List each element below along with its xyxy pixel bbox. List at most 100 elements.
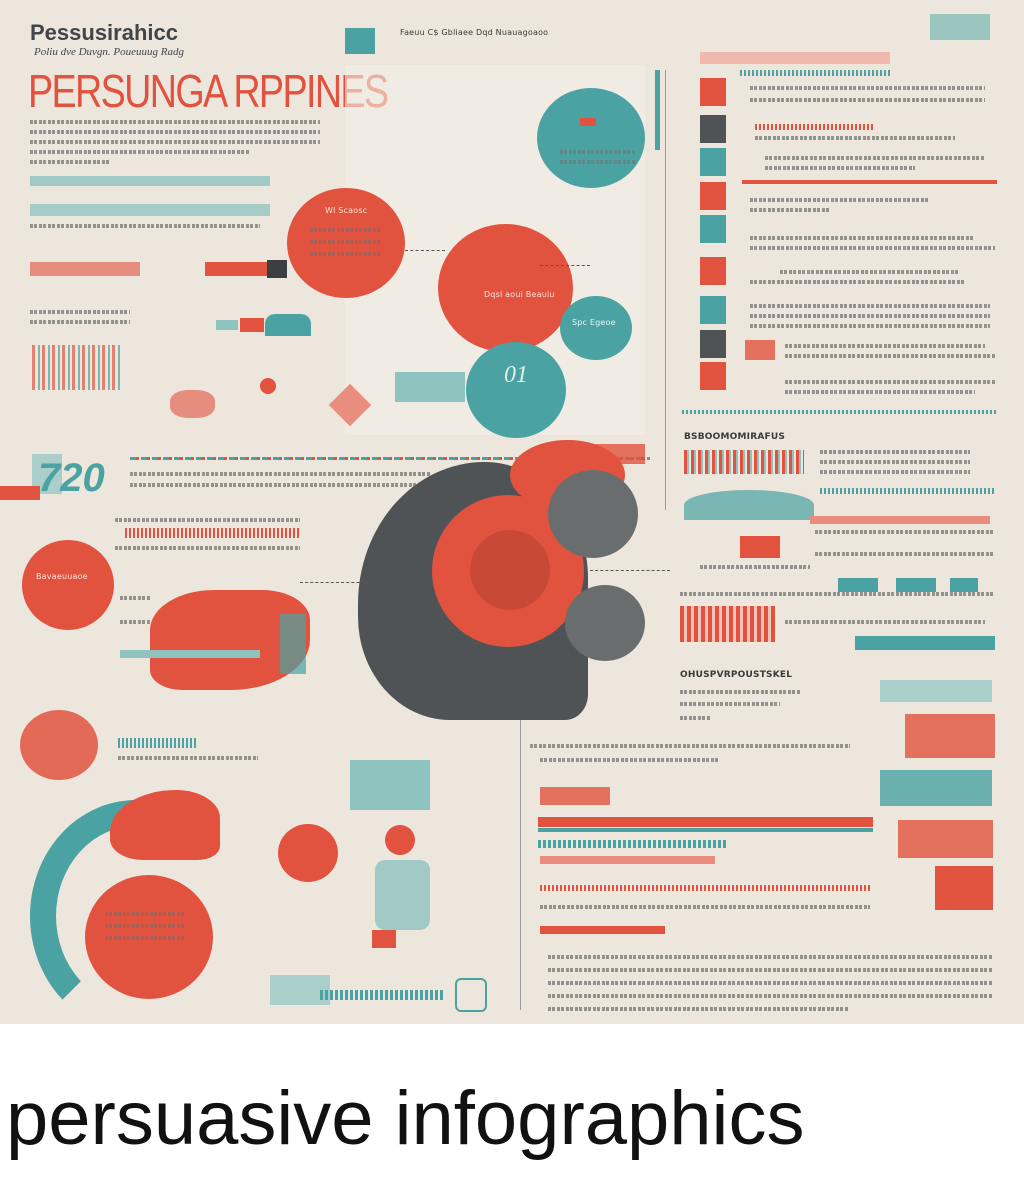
pattern-stripe	[130, 457, 650, 460]
teal-tab	[345, 28, 375, 54]
text-line	[310, 228, 380, 232]
teal-pattern-bar	[118, 738, 196, 748]
text-line	[820, 460, 970, 464]
connector-line	[540, 265, 590, 266]
red-bar	[540, 926, 665, 934]
number-01: 01	[504, 362, 528, 388]
teal-pattern-bar	[538, 840, 728, 848]
teal-figure	[375, 860, 430, 930]
text-line	[540, 905, 870, 909]
text-line	[30, 150, 250, 154]
text-line	[30, 224, 260, 228]
teal-pattern-bar	[740, 70, 890, 76]
teal-brush-stripe	[880, 680, 992, 702]
red-bar	[205, 262, 267, 276]
text-line	[680, 592, 995, 596]
text-line	[120, 620, 150, 624]
text-line	[105, 924, 185, 928]
red-block	[935, 866, 993, 910]
red-pattern-bar	[540, 885, 870, 891]
text-line	[780, 270, 960, 274]
red-circle-tiny	[278, 824, 338, 882]
text-line	[785, 344, 985, 348]
text-line	[105, 936, 185, 940]
teal-circle-small	[560, 296, 632, 360]
text-line	[548, 955, 993, 959]
section-heading-right: BSBOOMOMIRAFUS	[684, 432, 786, 442]
teal-divider-accent	[655, 70, 660, 150]
teal-pattern-bar	[320, 990, 445, 1000]
red-bar	[240, 318, 264, 332]
mini-bar-chart	[32, 345, 122, 390]
gray-circle	[565, 585, 645, 661]
teal-bar	[216, 320, 238, 330]
text-line	[680, 690, 800, 694]
text-line	[118, 756, 258, 760]
connector-line	[405, 250, 445, 251]
teal-block	[880, 770, 992, 806]
red-long-bar	[538, 817, 873, 827]
text-line	[785, 380, 995, 384]
text-line	[540, 758, 720, 762]
text-line	[105, 912, 185, 916]
red-circle-left	[22, 540, 114, 630]
red-rule	[742, 180, 997, 184]
text-line	[765, 166, 915, 170]
connector-line	[300, 582, 380, 583]
dark-block	[267, 260, 287, 278]
teal-corner-block	[930, 14, 990, 40]
dark-icon-box	[700, 115, 726, 143]
teal-bar	[838, 578, 878, 592]
text-line	[310, 240, 380, 244]
connector-line	[590, 570, 670, 571]
pink-bar	[810, 516, 990, 524]
divider-line	[520, 710, 521, 1010]
text-line	[750, 280, 965, 284]
teal-long-bar	[538, 828, 873, 832]
teal-bar	[855, 636, 995, 650]
text-line	[30, 160, 110, 164]
red-block	[372, 930, 396, 948]
red-bar	[0, 486, 40, 500]
red-tag	[595, 444, 645, 464]
text-line	[750, 208, 830, 212]
text-line	[530, 744, 850, 748]
text-line	[30, 320, 130, 324]
text-line	[120, 596, 150, 600]
red-blot	[170, 390, 215, 418]
text-line	[680, 716, 710, 720]
bubble-caption: Dqsl aoui Beauiu	[484, 290, 555, 299]
red-block	[898, 820, 993, 858]
text-line	[130, 472, 430, 476]
red-pattern-block	[680, 606, 775, 642]
teal-outline-icon	[455, 978, 487, 1012]
text-line	[815, 552, 995, 556]
text-line	[548, 1007, 848, 1011]
teal-line	[120, 650, 260, 658]
red-pattern-bar	[125, 528, 300, 538]
teal-block	[280, 614, 306, 674]
red-icon-box	[700, 362, 726, 390]
text-line	[30, 140, 320, 144]
red-icon-box	[700, 182, 726, 210]
red-block	[745, 340, 775, 360]
brain-inner-circle	[470, 530, 550, 610]
poster-big-title: PERSUNGA RPPINES	[28, 65, 389, 117]
red-arc-shape	[110, 790, 220, 860]
red-pattern-bar	[755, 124, 875, 130]
red-icon-box	[700, 257, 726, 285]
text-line	[115, 518, 300, 522]
teal-pattern-bar	[820, 488, 995, 494]
text-line	[30, 120, 320, 124]
text-line	[765, 156, 985, 160]
teal-bubble-text: Spc Egeoe	[572, 318, 616, 327]
text-line	[820, 470, 970, 474]
text-line	[115, 546, 300, 550]
text-line	[548, 968, 993, 972]
poster-small-title: Pessusirahicc	[30, 20, 178, 45]
section-heading-mid: OHUSPVRPOUSTSKEL	[680, 670, 793, 680]
teal-brush-stripe	[30, 204, 270, 216]
text-line	[750, 236, 975, 240]
red-triangle-block	[740, 536, 780, 558]
teal-tag-shape	[350, 760, 430, 810]
